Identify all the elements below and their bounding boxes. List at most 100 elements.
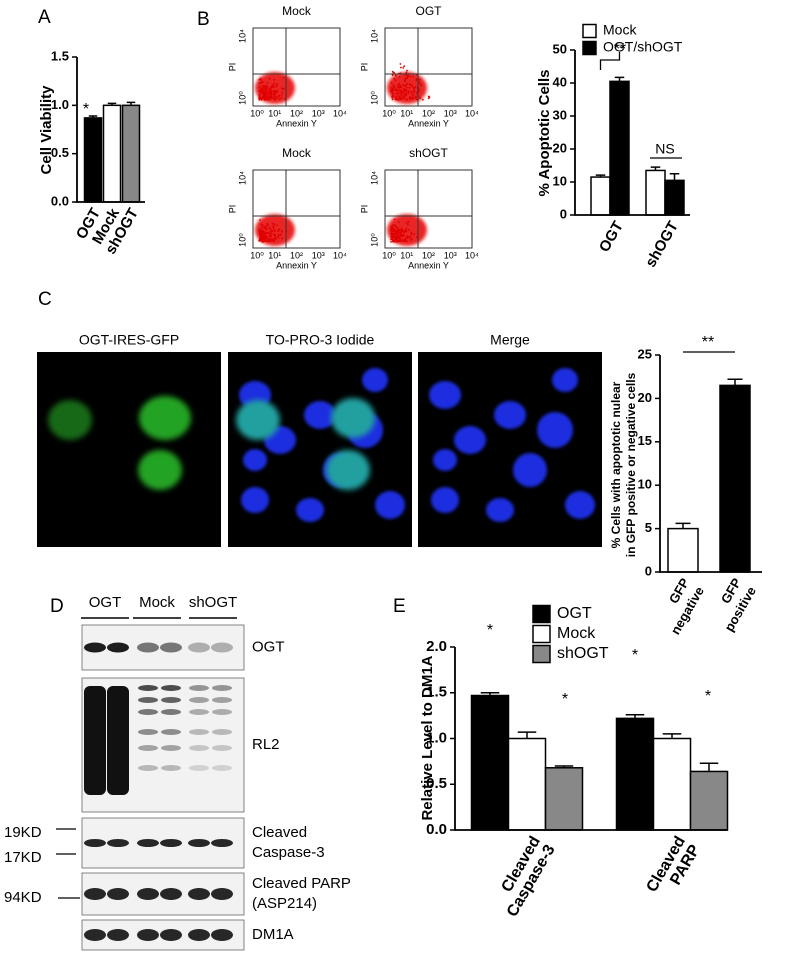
cell-dot bbox=[265, 86, 267, 89]
cell-dot bbox=[399, 235, 402, 238]
micrograph bbox=[37, 352, 221, 547]
cell-dot bbox=[405, 71, 408, 74]
cell-dot bbox=[281, 87, 283, 90]
flow-xtick: 10⁰ bbox=[250, 250, 264, 260]
cell-dot bbox=[400, 90, 402, 92]
cell-dot bbox=[260, 96, 262, 99]
gfp-nucleus bbox=[138, 450, 182, 490]
cell-cloud bbox=[255, 214, 295, 246]
cell-dot bbox=[267, 223, 269, 226]
cell-dot bbox=[406, 82, 408, 85]
x-tick-label: GFP positive bbox=[705, 575, 759, 637]
flow-xtick: 10² bbox=[422, 250, 435, 260]
cell-dot bbox=[273, 229, 276, 232]
lane-label: shOGT bbox=[189, 594, 237, 611]
cell-dot bbox=[395, 75, 397, 77]
cell-dot bbox=[394, 79, 397, 82]
flow-xlabel: Annexin Y bbox=[408, 118, 449, 128]
blot-band bbox=[137, 642, 159, 653]
cell-dot bbox=[395, 238, 397, 241]
cell-dot bbox=[415, 78, 418, 80]
cell-dot bbox=[268, 89, 270, 92]
y-tick-label: 25 bbox=[638, 346, 652, 361]
significance-mark: * bbox=[487, 622, 493, 639]
cell-dot bbox=[391, 232, 394, 235]
cell-dot bbox=[419, 97, 422, 99]
cell-dot bbox=[394, 224, 396, 227]
bar bbox=[470, 694, 510, 831]
blot-band bbox=[188, 888, 210, 900]
cell-dot bbox=[392, 224, 395, 227]
cell-dot bbox=[283, 76, 285, 79]
bar bbox=[544, 767, 584, 831]
cell-dot bbox=[260, 91, 262, 93]
cell-dot bbox=[390, 231, 393, 234]
y-tick-label: 1.5 bbox=[51, 48, 69, 63]
cell-dot bbox=[405, 86, 408, 89]
cell-dot bbox=[390, 238, 392, 241]
y-axis-label: Cell Viability bbox=[38, 85, 55, 175]
flow-xtick: 10⁴ bbox=[333, 108, 347, 118]
cell-dot bbox=[392, 95, 395, 98]
cell-dot bbox=[391, 95, 393, 98]
cell-dot bbox=[260, 227, 262, 230]
x-tick-label: Cleaved PARP bbox=[644, 833, 704, 903]
cell-dot bbox=[260, 239, 263, 242]
cell-dot bbox=[392, 236, 395, 239]
cell-dot bbox=[274, 234, 276, 237]
cell-dot bbox=[269, 89, 272, 91]
blot-band bbox=[161, 697, 181, 703]
cell-dot bbox=[277, 230, 279, 233]
significance-mark: ** bbox=[702, 334, 714, 351]
cell-dot bbox=[397, 95, 399, 97]
cell-dot bbox=[261, 89, 263, 92]
cell-dot bbox=[404, 237, 407, 240]
cell-dot bbox=[271, 84, 274, 87]
cell-dot bbox=[415, 74, 418, 76]
flow-ytick: 10⁰ bbox=[237, 233, 247, 247]
blot-label: Cleaved PARP bbox=[252, 875, 351, 892]
cell-dot bbox=[260, 234, 262, 237]
blot-band bbox=[212, 765, 232, 771]
cell-dot bbox=[274, 92, 276, 95]
x-tick-label: GFP negative bbox=[651, 575, 707, 640]
blot-band bbox=[161, 729, 181, 735]
y-tick-label: 50 bbox=[553, 41, 567, 56]
cell-dot bbox=[278, 94, 280, 97]
cell-dot bbox=[282, 88, 285, 90]
image-title: OGT-IRES-GFP bbox=[79, 332, 179, 348]
bar bbox=[102, 104, 122, 203]
cell-dot bbox=[403, 239, 406, 242]
cell-dot bbox=[393, 218, 396, 221]
panel-label: B bbox=[197, 9, 210, 30]
panel-label: D bbox=[50, 596, 64, 617]
cell-dot bbox=[276, 84, 279, 87]
bar bbox=[615, 717, 655, 831]
cell-dot bbox=[271, 222, 274, 225]
cell-dot bbox=[260, 81, 262, 84]
bar bbox=[719, 384, 751, 573]
cell-dot bbox=[393, 84, 395, 87]
error-bar bbox=[650, 166, 661, 171]
cell-dot bbox=[398, 75, 401, 78]
blot-band bbox=[84, 839, 106, 847]
flow-xtick: 10² bbox=[422, 108, 435, 118]
cell-dot bbox=[263, 88, 265, 90]
cell-dot bbox=[267, 240, 270, 243]
cell-dot bbox=[400, 91, 403, 94]
cell-dot bbox=[260, 99, 263, 101]
cell-dot bbox=[394, 97, 397, 100]
cell-dot bbox=[276, 91, 278, 94]
cell-dot bbox=[263, 92, 266, 94]
cell-dot bbox=[395, 230, 397, 233]
cell-dot bbox=[396, 85, 399, 88]
blot-band bbox=[212, 685, 232, 691]
bar bbox=[689, 770, 729, 831]
cell-dot bbox=[403, 231, 406, 234]
y-tick-label: 40 bbox=[553, 74, 567, 89]
blot-label: DM1A bbox=[252, 926, 294, 943]
cell-dot bbox=[399, 85, 402, 88]
cell-dot bbox=[277, 233, 280, 236]
cell-dot bbox=[272, 238, 275, 240]
